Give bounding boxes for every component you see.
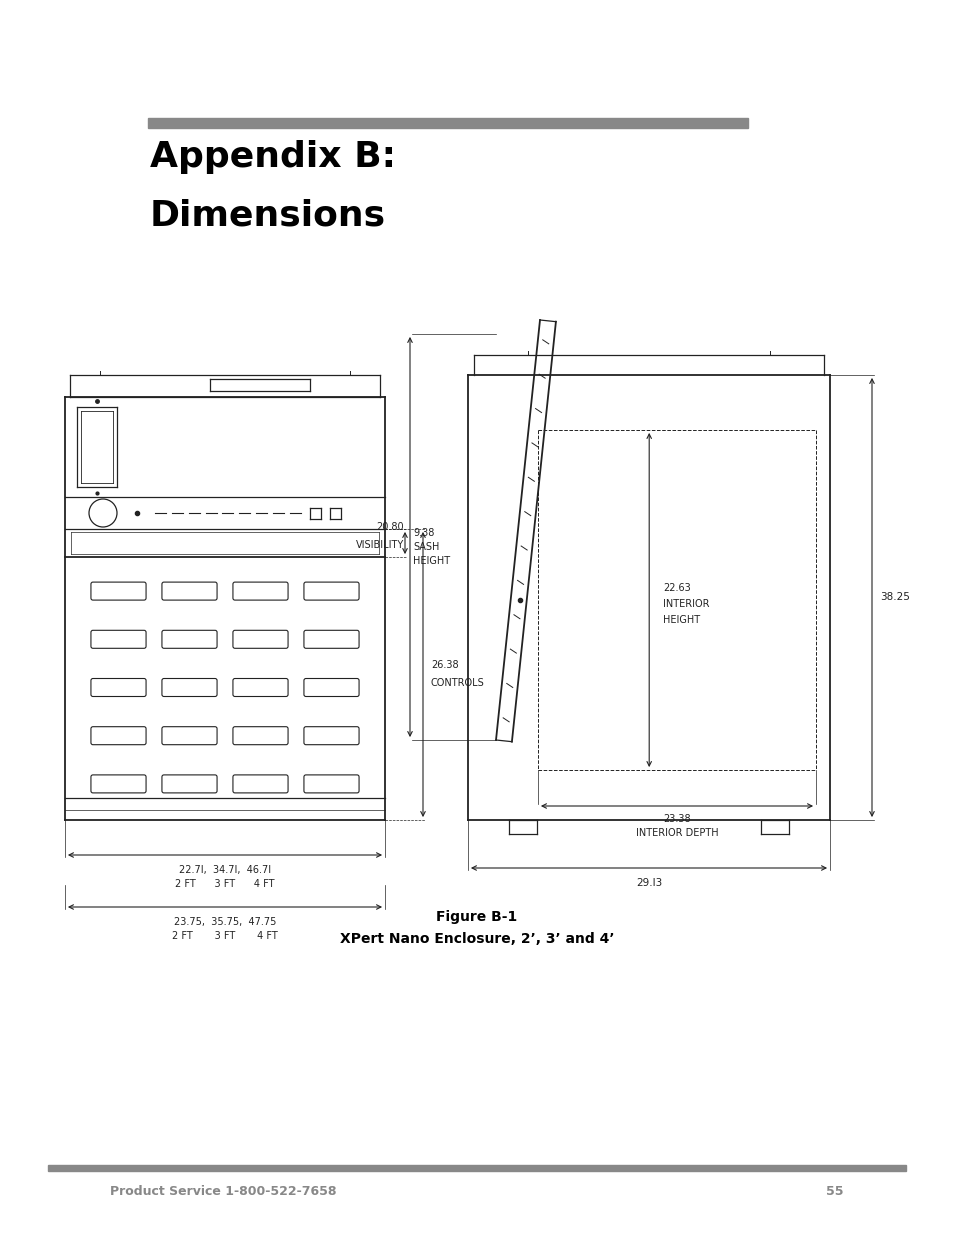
Text: Figure B-1: Figure B-1 [436,910,517,924]
Text: VISIBILITY: VISIBILITY [355,540,403,550]
Text: 2 FT       3 FT       4 FT: 2 FT 3 FT 4 FT [172,931,277,941]
Text: SASH: SASH [413,542,439,552]
Text: HEIGHT: HEIGHT [413,556,450,566]
Text: 38.25: 38.25 [879,593,909,603]
Text: CONTROLS: CONTROLS [431,678,484,688]
Text: INTERIOR DEPTH: INTERIOR DEPTH [635,827,718,839]
Text: INTERIOR: INTERIOR [662,599,709,609]
Bar [148,119,747,128]
Text: Dimensions: Dimensions [150,198,386,232]
Text: 22.63: 22.63 [662,583,690,593]
Text: 2 FT      3 FT      4 FT: 2 FT 3 FT 4 FT [175,879,274,889]
Text: XPert Nano Enclosure, 2’, 3’ and 4’: XPert Nano Enclosure, 2’, 3’ and 4’ [339,932,614,946]
Text: 55: 55 [825,1186,843,1198]
Text: Appendix B:: Appendix B: [150,140,395,174]
Text: 23.38: 23.38 [662,814,690,824]
Text: 22.7I,  34.7I,  46.7I: 22.7I, 34.7I, 46.7I [179,864,271,876]
Text: HEIGHT: HEIGHT [662,615,700,625]
Text: 29.I3: 29.I3 [636,878,661,888]
Bar [48,1165,905,1171]
Text: 20.80: 20.80 [376,522,403,532]
Text: 26.38: 26.38 [431,659,458,669]
Text: Product Service 1-800-522-7658: Product Service 1-800-522-7658 [110,1186,336,1198]
Text: 23.75,  35.75,  47.75: 23.75, 35.75, 47.75 [173,918,276,927]
Text: 9.38: 9.38 [413,529,434,538]
